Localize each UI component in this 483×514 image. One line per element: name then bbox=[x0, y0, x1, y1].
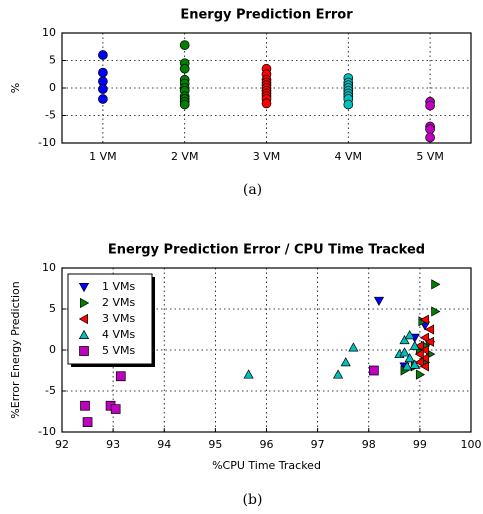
point bbox=[348, 342, 359, 352]
point bbox=[110, 404, 121, 414]
x-tick-label: 92 bbox=[55, 438, 69, 451]
y-tick-label: 5 bbox=[49, 302, 56, 315]
x-tick-label: 93 bbox=[106, 438, 120, 451]
point bbox=[409, 340, 420, 350]
plot-frame bbox=[61, 267, 472, 433]
point bbox=[414, 357, 424, 368]
point bbox=[419, 353, 429, 364]
point bbox=[404, 330, 415, 340]
legend-label: 1 VMs bbox=[102, 280, 136, 293]
y-tick-label: -10 bbox=[38, 136, 56, 149]
point bbox=[409, 359, 420, 369]
y-tick-label: 10 bbox=[42, 261, 56, 274]
x-tick-label: 95 bbox=[208, 438, 222, 451]
point bbox=[179, 63, 190, 74]
point bbox=[373, 296, 385, 307]
point bbox=[243, 369, 254, 379]
chart-title: Energy Prediction Error / CPU Time Track… bbox=[108, 243, 425, 258]
legend-label: 5 VMs bbox=[102, 344, 136, 357]
point bbox=[98, 67, 108, 78]
legend-marker bbox=[78, 329, 90, 339]
point bbox=[82, 417, 93, 428]
point bbox=[431, 306, 441, 317]
y-tick-label: 10 bbox=[42, 26, 56, 39]
point bbox=[115, 371, 126, 382]
point bbox=[419, 361, 429, 372]
point bbox=[414, 349, 424, 360]
caption: (a) bbox=[243, 182, 262, 198]
y-tick-label: 5 bbox=[49, 54, 56, 67]
y-tick-label: 0 bbox=[49, 343, 56, 356]
legend-label: 3 VMs bbox=[102, 312, 136, 325]
point bbox=[419, 314, 429, 325]
point bbox=[343, 99, 354, 110]
x-tick-label: 97 bbox=[311, 438, 325, 451]
point bbox=[401, 361, 413, 371]
point bbox=[98, 84, 108, 94]
point bbox=[369, 365, 379, 376]
x-tick-label: 2 VM bbox=[171, 150, 199, 163]
legend-marker bbox=[79, 346, 89, 356]
x-tick-label: 1 VM bbox=[89, 150, 117, 163]
plot-frame bbox=[61, 32, 472, 144]
point bbox=[404, 352, 415, 363]
y-tick-label: -5 bbox=[45, 384, 56, 397]
point bbox=[98, 94, 108, 104]
y-axis-label: % bbox=[9, 83, 22, 93]
point bbox=[431, 279, 441, 290]
point bbox=[98, 50, 108, 60]
point bbox=[425, 100, 435, 111]
caption: (b) bbox=[243, 492, 263, 508]
point bbox=[419, 344, 429, 356]
x-tick-label: 99 bbox=[413, 438, 427, 451]
legend-marker bbox=[78, 313, 88, 325]
point bbox=[424, 336, 435, 347]
y-tick-label: -10 bbox=[38, 425, 56, 438]
x-tick-label: 98 bbox=[362, 438, 376, 451]
chart-title: Energy Prediction Error bbox=[180, 8, 353, 23]
point bbox=[179, 40, 190, 50]
point bbox=[332, 369, 344, 379]
legend-marker bbox=[80, 297, 90, 309]
x-tick-label: 3 VM bbox=[253, 150, 281, 163]
y-tick-label: -5 bbox=[45, 109, 56, 122]
legend-label: 2 VMs bbox=[102, 296, 136, 309]
legend-label: 4 VMs bbox=[102, 328, 136, 341]
point bbox=[414, 340, 424, 351]
x-tick-label: 100 bbox=[461, 438, 482, 451]
point bbox=[80, 400, 90, 411]
point bbox=[340, 357, 351, 367]
point bbox=[399, 334, 410, 345]
point bbox=[399, 347, 410, 357]
point bbox=[425, 124, 435, 135]
x-tick-label: 96 bbox=[260, 438, 274, 451]
y-axis-label: %Error Energy Prediction bbox=[9, 281, 22, 418]
x-axis-label: %CPU Time Tracked bbox=[212, 459, 321, 472]
point bbox=[415, 369, 426, 380]
point bbox=[425, 132, 435, 143]
x-tick-label: 5 VM bbox=[416, 150, 444, 163]
point bbox=[261, 98, 272, 109]
x-tick-label: 4 VM bbox=[335, 150, 363, 163]
point bbox=[419, 332, 429, 343]
point bbox=[179, 99, 190, 110]
point bbox=[424, 324, 435, 335]
x-tick-label: 94 bbox=[157, 438, 171, 451]
legend-marker bbox=[78, 283, 90, 293]
y-tick-label: 0 bbox=[49, 81, 56, 94]
